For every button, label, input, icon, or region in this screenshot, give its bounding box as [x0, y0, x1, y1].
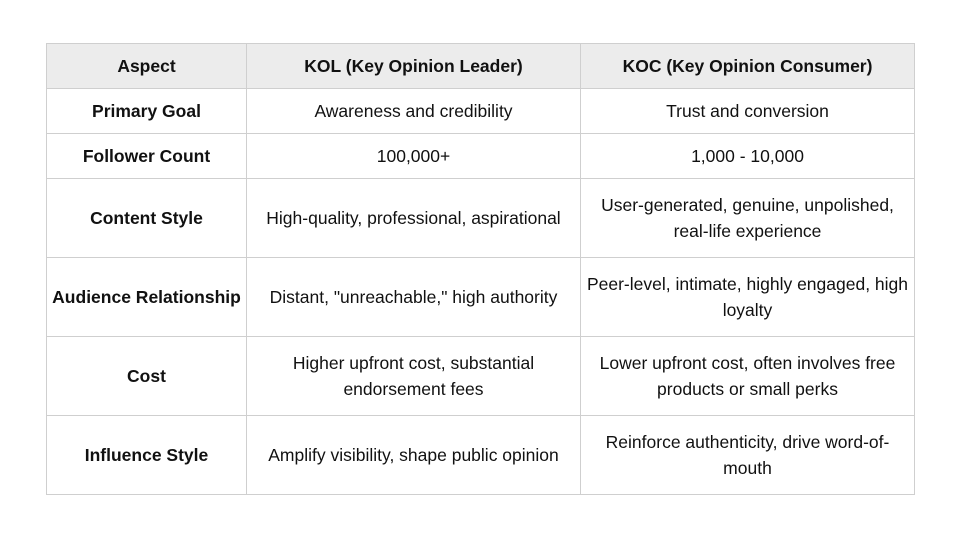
kol-cell: High-quality, professional, aspirational [246, 178, 581, 258]
table-row: Cost Higher upfront cost, substantial en… [46, 336, 915, 416]
header-row: Aspect KOL (Key Opinion Leader) KOC (Key… [46, 43, 915, 89]
header-koc: KOC (Key Opinion Consumer) [580, 43, 915, 89]
table-row: Content Style High-quality, professional… [46, 178, 915, 258]
aspect-cell: Content Style [46, 178, 247, 258]
aspect-cell: Primary Goal [46, 88, 247, 134]
koc-cell: Trust and conversion [580, 88, 915, 134]
koc-cell: 1,000 - 10,000 [580, 133, 915, 179]
kol-cell: 100,000+ [246, 133, 581, 179]
table-row: Follower Count 100,000+ 1,000 - 10,000 [46, 133, 915, 179]
koc-cell: Reinforce authenticity, drive word-of-mo… [580, 415, 915, 495]
table-row: Influence Style Amplify visibility, shap… [46, 415, 915, 495]
kol-cell: Distant, "unreachable," high authority [246, 257, 581, 337]
kol-cell: Amplify visibility, shape public opinion [246, 415, 581, 495]
kol-cell: Higher upfront cost, substantial endorse… [246, 336, 581, 416]
header-kol: KOL (Key Opinion Leader) [246, 43, 581, 89]
aspect-cell: Influence Style [46, 415, 247, 495]
header-aspect: Aspect [46, 43, 247, 89]
koc-cell: Peer-level, intimate, highly engaged, hi… [580, 257, 915, 337]
table-row: Primary Goal Awareness and credibility T… [46, 88, 915, 134]
aspect-cell: Follower Count [46, 133, 247, 179]
aspect-cell: Audience Relationship [46, 257, 247, 337]
kol-cell: Awareness and credibility [246, 88, 581, 134]
koc-cell: User-generated, genuine, unpolished, rea… [580, 178, 915, 258]
comparison-table: Aspect KOL (Key Opinion Leader) KOC (Key… [46, 43, 915, 495]
koc-cell: Lower upfront cost, often involves free … [580, 336, 915, 416]
aspect-cell: Cost [46, 336, 247, 416]
table-row: Audience Relationship Distant, "unreacha… [46, 257, 915, 337]
